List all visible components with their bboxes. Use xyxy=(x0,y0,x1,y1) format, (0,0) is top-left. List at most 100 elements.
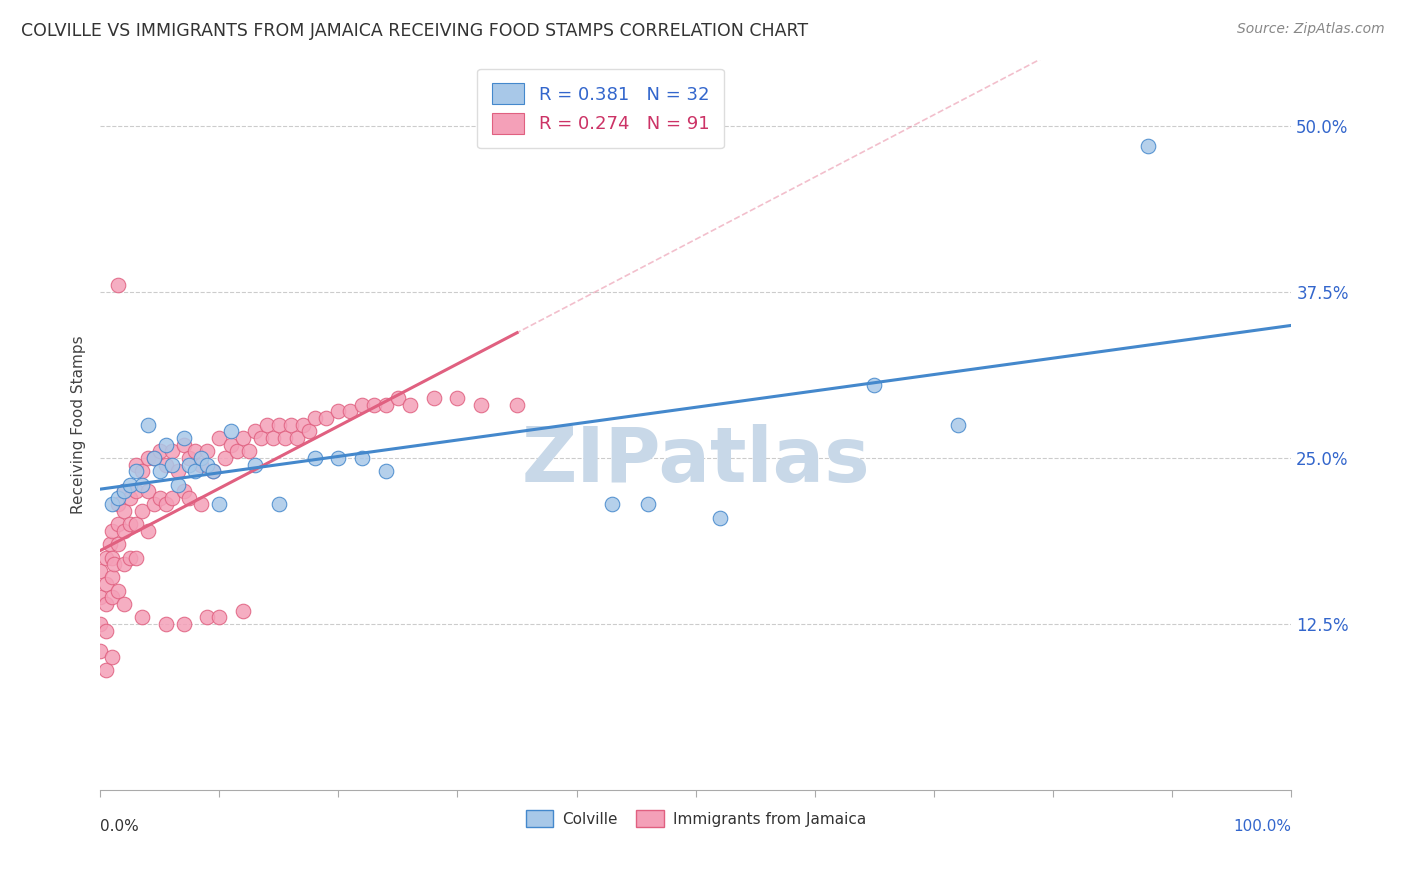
Point xyxy=(89,564,111,578)
Point xyxy=(375,464,398,478)
Point xyxy=(232,604,254,618)
Point xyxy=(136,484,159,499)
Point xyxy=(125,484,148,499)
Point xyxy=(94,577,117,591)
Point xyxy=(202,464,225,478)
Point xyxy=(136,417,159,432)
Point xyxy=(101,650,124,665)
Point xyxy=(155,616,177,631)
Point xyxy=(125,550,148,565)
Point xyxy=(149,491,172,505)
Point xyxy=(219,438,242,452)
Legend: Colville, Immigrants from Jamaica: Colville, Immigrants from Jamaica xyxy=(519,804,872,833)
Point xyxy=(243,458,266,472)
Point xyxy=(155,458,177,472)
Point xyxy=(173,484,195,499)
Point xyxy=(112,524,135,538)
Point xyxy=(1137,139,1160,153)
Point xyxy=(173,616,195,631)
Point xyxy=(89,591,111,605)
Point xyxy=(328,450,350,465)
Point xyxy=(101,591,124,605)
Point xyxy=(214,450,236,465)
Point xyxy=(89,616,111,631)
Point xyxy=(190,450,212,465)
Point xyxy=(101,550,124,565)
Point xyxy=(107,278,129,293)
Point xyxy=(219,425,242,439)
Point xyxy=(387,391,409,405)
Point xyxy=(232,431,254,445)
Point xyxy=(637,498,659,512)
Point xyxy=(946,417,969,432)
Point xyxy=(118,517,141,532)
Point xyxy=(173,438,195,452)
Point xyxy=(506,398,529,412)
Point xyxy=(166,477,188,491)
Point xyxy=(98,537,121,551)
Point xyxy=(190,498,212,512)
Text: 0.0%: 0.0% xyxy=(100,819,139,834)
Point xyxy=(267,417,290,432)
Point xyxy=(101,524,124,538)
Point xyxy=(250,431,273,445)
Point xyxy=(112,484,135,499)
Point xyxy=(398,398,420,412)
Point xyxy=(166,464,188,478)
Point xyxy=(195,610,218,624)
Point xyxy=(131,610,153,624)
Point xyxy=(285,431,308,445)
Point xyxy=(375,398,398,412)
Point xyxy=(112,484,135,499)
Point xyxy=(149,444,172,458)
Point xyxy=(94,624,117,638)
Point xyxy=(94,664,117,678)
Point xyxy=(107,537,129,551)
Point xyxy=(863,378,886,392)
Point xyxy=(328,404,350,418)
Point xyxy=(709,510,731,524)
Point xyxy=(297,425,319,439)
Point xyxy=(304,450,326,465)
Point xyxy=(131,477,153,491)
Point xyxy=(142,498,165,512)
Point xyxy=(274,431,297,445)
Point xyxy=(136,524,159,538)
Point xyxy=(136,450,159,465)
Point xyxy=(131,464,153,478)
Text: ZIPatlas: ZIPatlas xyxy=(522,425,870,499)
Point xyxy=(131,504,153,518)
Point xyxy=(155,438,177,452)
Point xyxy=(226,444,249,458)
Point xyxy=(107,498,129,512)
Point xyxy=(190,458,212,472)
Point xyxy=(202,464,225,478)
Point xyxy=(315,411,337,425)
Point xyxy=(118,550,141,565)
Point xyxy=(446,391,468,405)
Point xyxy=(267,498,290,512)
Point xyxy=(262,431,284,445)
Point xyxy=(470,398,492,412)
Point xyxy=(363,398,385,412)
Point xyxy=(256,417,278,432)
Text: 100.0%: 100.0% xyxy=(1233,819,1291,834)
Y-axis label: Receiving Food Stamps: Receiving Food Stamps xyxy=(72,335,86,514)
Point xyxy=(243,425,266,439)
Point xyxy=(107,583,129,598)
Point xyxy=(125,458,148,472)
Point xyxy=(422,391,444,405)
Point xyxy=(107,491,129,505)
Point xyxy=(291,417,314,432)
Point xyxy=(184,444,207,458)
Point xyxy=(339,404,361,418)
Point xyxy=(179,450,201,465)
Point xyxy=(112,597,135,611)
Point xyxy=(195,458,218,472)
Point xyxy=(602,498,624,512)
Point xyxy=(352,398,374,412)
Point xyxy=(94,550,117,565)
Point xyxy=(208,498,231,512)
Point xyxy=(107,517,129,532)
Point xyxy=(112,557,135,571)
